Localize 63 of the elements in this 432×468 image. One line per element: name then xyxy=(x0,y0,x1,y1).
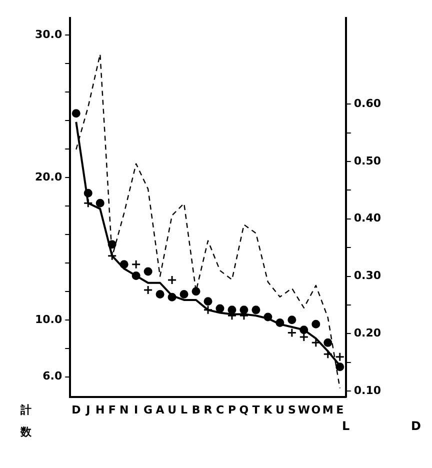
x-tick-label: U xyxy=(275,403,284,416)
point xyxy=(323,349,333,359)
x-tick-label: B xyxy=(192,403,200,416)
point xyxy=(144,267,152,276)
y2-tick-label: 0.30 xyxy=(354,269,382,282)
x-tick-label: P xyxy=(228,403,236,416)
point xyxy=(204,297,212,306)
x-tick-label: Q xyxy=(239,403,249,416)
point xyxy=(336,362,344,372)
y-tick-label: 10.0 xyxy=(35,312,62,326)
x-tick-label: F xyxy=(108,403,116,416)
y2-tick-label: 0.60 xyxy=(354,96,382,110)
x-tick-label: D xyxy=(72,403,81,416)
point xyxy=(107,251,117,261)
y2-tick-label: 0.40 xyxy=(354,212,382,225)
y2-tick-label: 0.20 xyxy=(354,326,382,340)
point xyxy=(299,332,309,342)
y2-tick-label: 0.50 xyxy=(354,154,382,168)
point xyxy=(203,305,213,315)
point xyxy=(143,285,153,295)
x-tick-label: A xyxy=(156,403,165,416)
x-tick-label: S xyxy=(288,403,296,416)
x-tick-label: J xyxy=(85,403,90,416)
x-axis-title: 計数 xyxy=(20,404,32,439)
y-tick-label: 30.0 xyxy=(35,28,62,41)
x-tick-label: K xyxy=(264,403,273,416)
x-tick-label: R xyxy=(204,403,213,416)
x-tick-label: G xyxy=(144,403,153,416)
x-tick-label: N xyxy=(119,403,129,416)
point xyxy=(167,275,177,285)
x-tick-label: L xyxy=(180,403,188,416)
point xyxy=(287,328,297,338)
point xyxy=(96,198,104,208)
point xyxy=(72,109,80,118)
point xyxy=(312,320,320,328)
point xyxy=(252,306,260,314)
x-tick-label: O xyxy=(311,403,321,416)
point xyxy=(311,338,321,348)
text: L xyxy=(342,418,350,433)
y-tick-label: 20.0 xyxy=(35,170,62,184)
x-tick-label: U xyxy=(168,403,177,416)
x-tick-label: T xyxy=(252,403,260,416)
x-tick-label: I xyxy=(134,403,138,416)
y2-tick-label: 0.10 xyxy=(354,384,382,397)
point xyxy=(240,306,248,314)
point xyxy=(324,338,332,347)
x-tick-label: E xyxy=(336,403,344,416)
point xyxy=(180,290,188,299)
point xyxy=(156,290,164,299)
point xyxy=(288,316,296,324)
point xyxy=(335,352,345,362)
x-tick-label: W xyxy=(298,403,310,416)
x-tick-label: H xyxy=(96,403,105,416)
point xyxy=(192,287,200,296)
point xyxy=(83,198,93,208)
y-tick-label: 6.0 xyxy=(42,370,62,383)
point xyxy=(131,260,141,270)
line-series xyxy=(76,54,340,389)
x-tick-label: M xyxy=(322,403,334,416)
point xyxy=(228,306,236,314)
text: D xyxy=(411,418,422,433)
x-tick-label: C xyxy=(216,403,224,416)
point xyxy=(216,304,224,313)
